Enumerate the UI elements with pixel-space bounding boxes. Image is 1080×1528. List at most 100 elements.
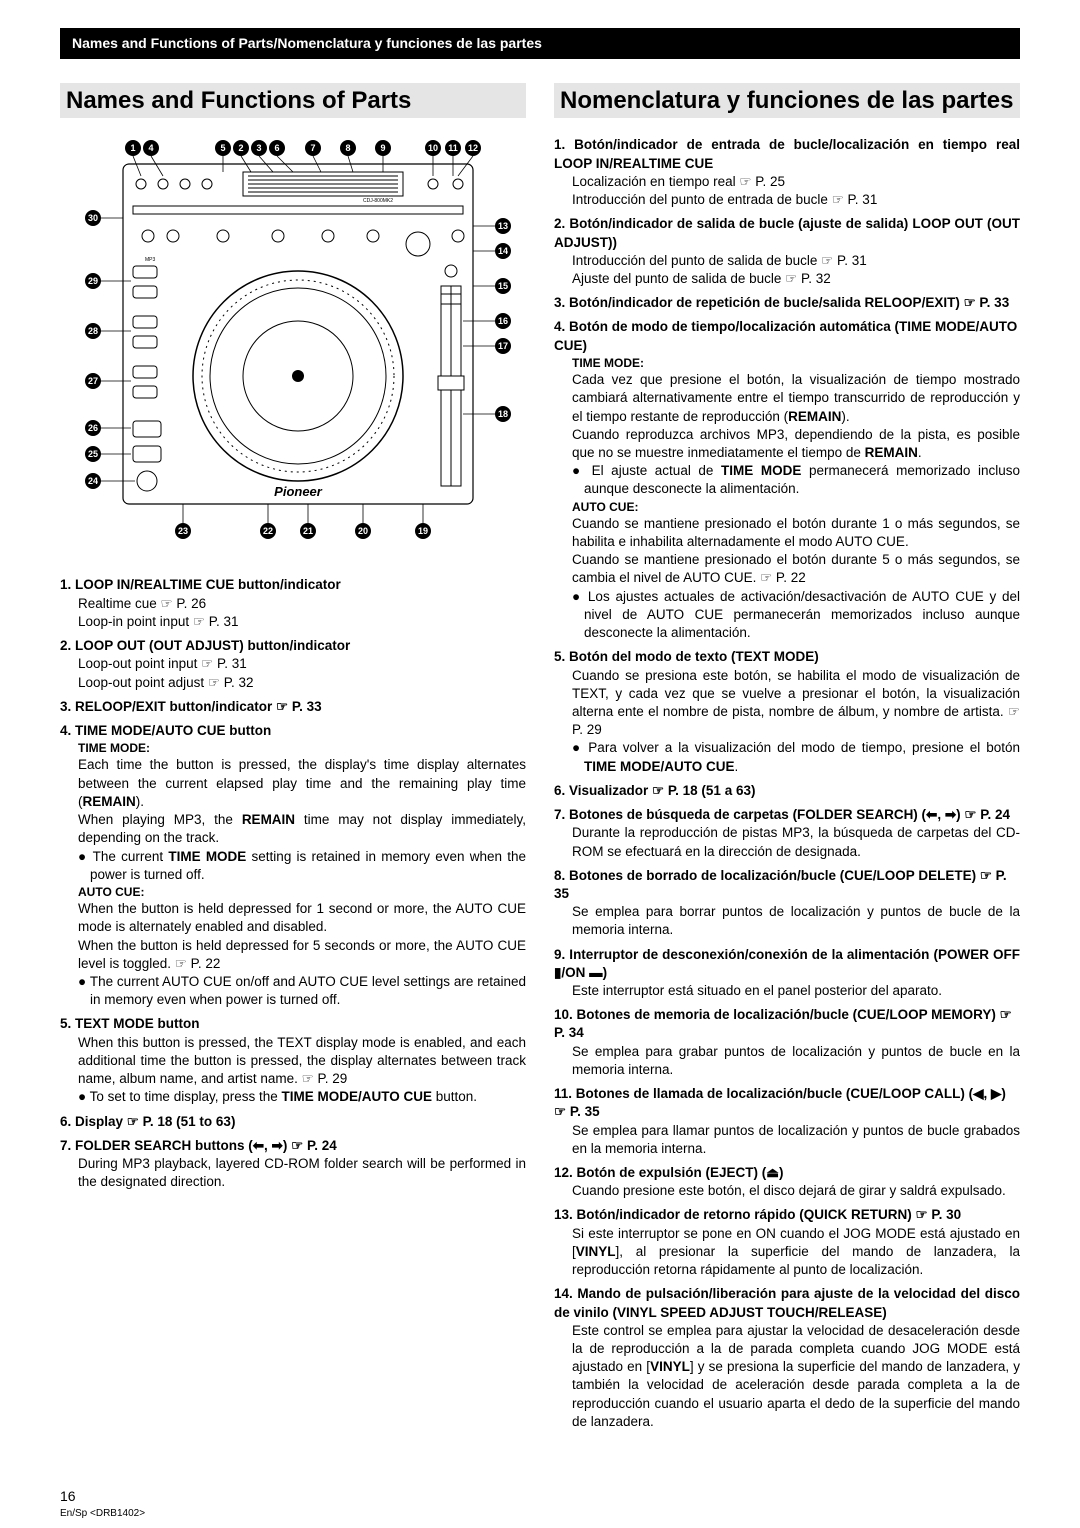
svg-text:30: 30 xyxy=(88,213,98,223)
item-para: Si este interruptor se pone en ON cuando… xyxy=(572,1225,1020,1280)
svg-text:6: 6 xyxy=(274,143,279,153)
right-column: Nomenclatura y funciones de las partes 1… xyxy=(554,83,1020,1437)
svg-text:15: 15 xyxy=(498,281,508,291)
item-para: When the button is held depressed for 1 … xyxy=(78,900,526,936)
svg-text:17: 17 xyxy=(498,341,508,351)
item-para: Cada vez que presione el botón, la visua… xyxy=(572,371,1020,426)
svg-text:22: 22 xyxy=(263,526,273,536)
left-list: 1. LOOP IN/REALTIME CUE button/indicator… xyxy=(60,576,526,1191)
item-para: Se emplea para llamar puntos de localiza… xyxy=(572,1122,1020,1158)
item-title: 8. Botones de borrado de localización/bu… xyxy=(554,867,1020,903)
svg-text:7: 7 xyxy=(310,143,315,153)
svg-text:11: 11 xyxy=(448,143,458,153)
bullet: ● Para volver a la visualización del mod… xyxy=(572,739,1020,775)
item-title: 3. RELOOP/EXIT button/indicator ☞ P. 33 xyxy=(60,698,526,716)
svg-text:25: 25 xyxy=(88,449,98,459)
header-bar: Names and Functions of Parts/Nomenclatur… xyxy=(60,28,1020,59)
item-line: Realtime cue ☞ P. 26 xyxy=(78,595,526,613)
item-title: 1. Botón/indicador de entrada de bucle/l… xyxy=(554,136,1020,172)
svg-text:CDJ-800MK2: CDJ-800MK2 xyxy=(363,198,393,204)
item-title: 2. Botón/indicador de salida de bucle (a… xyxy=(554,215,1020,251)
svg-text:13: 13 xyxy=(498,221,508,231)
item-title: 10. Botones de memoria de localización/b… xyxy=(554,1006,1020,1042)
item-line: Introducción del punto de salida de bucl… xyxy=(572,252,1020,270)
svg-text:16: 16 xyxy=(498,316,508,326)
svg-text:23: 23 xyxy=(178,526,188,536)
svg-text:18: 18 xyxy=(498,409,508,419)
item-line: Ajuste del punto de salida de bucle ☞ P.… xyxy=(572,270,1020,288)
item-title: 14. Mando de pulsación/liberación para a… xyxy=(554,1285,1020,1321)
svg-text:1: 1 xyxy=(130,143,135,153)
item-line: Loop-in point input ☞ P. 31 xyxy=(78,613,526,631)
item-title: 4. TIME MODE/AUTO CUE button xyxy=(60,722,526,740)
item-title: 5. TEXT MODE button xyxy=(60,1015,526,1033)
svg-text:8: 8 xyxy=(345,143,350,153)
item-title: 9. Interruptor de desconexión/conexión d… xyxy=(554,946,1020,982)
svg-text:4: 4 xyxy=(148,143,153,153)
sub-head: AUTO CUE: xyxy=(78,884,526,900)
item-para: During MP3 playback, layered CD-ROM fold… xyxy=(78,1155,526,1191)
svg-text:10: 10 xyxy=(428,143,438,153)
left-heading: Names and Functions of Parts xyxy=(60,83,526,119)
item-para: Se emplea para grabar puntos de localiza… xyxy=(572,1043,1020,1079)
item-title: 5. Botón del modo de texto (TEXT MODE) xyxy=(554,648,1020,666)
svg-text:20: 20 xyxy=(358,526,368,536)
item-para: Cuando se mantiene presionado el botón d… xyxy=(572,551,1020,587)
right-heading: Nomenclatura y funciones de las partes xyxy=(554,83,1020,119)
item-title: 2. LOOP OUT (OUT ADJUST) button/indicato… xyxy=(60,637,526,655)
item-title: 6. Visualizador ☞ P. 18 (51 a 63) xyxy=(554,782,1020,800)
item-title: 3. Botón/indicador de repetición de bucl… xyxy=(554,294,1020,312)
bullet: ● Los ajustes actuales de activación/des… xyxy=(572,588,1020,643)
item-para: Este interruptor está situado en el pane… xyxy=(572,982,1020,1000)
svg-text:2: 2 xyxy=(238,143,243,153)
bullet: ● El ajuste actual de TIME MODE permanec… xyxy=(572,462,1020,498)
svg-text:MP3: MP3 xyxy=(145,257,156,263)
svg-text:5: 5 xyxy=(220,143,225,153)
item-para: Each time the button is pressed, the dis… xyxy=(78,756,526,811)
footer-code: En/Sp <DRB1402> xyxy=(60,1507,145,1521)
bullet: ● The current AUTO CUE on/off and AUTO C… xyxy=(78,973,526,1009)
svg-text:21: 21 xyxy=(303,526,313,536)
item-para: Cuando se presiona este botón, se habili… xyxy=(572,667,1020,740)
svg-text:27: 27 xyxy=(88,376,98,386)
item-title: 11. Botones de llamada de localización/b… xyxy=(554,1085,1020,1121)
item-line: Loop-out point input ☞ P. 31 xyxy=(78,655,526,673)
item-para: When this button is pressed, the TEXT di… xyxy=(78,1034,526,1089)
item-para: Se emplea para borrar puntos de localiza… xyxy=(572,903,1020,939)
page-number: 16 xyxy=(60,1487,76,1506)
item-title: 12. Botón de expulsión (EJECT) (⏏) xyxy=(554,1164,1020,1182)
svg-text:26: 26 xyxy=(88,423,98,433)
item-title: 7. FOLDER SEARCH buttons (⬅, ➡) ☞ P. 24 xyxy=(60,1137,526,1155)
item-para: Cuando se mantiene presionado el botón d… xyxy=(572,515,1020,551)
svg-text:19: 19 xyxy=(418,526,428,536)
bullet: ● The current TIME MODE setting is retai… xyxy=(78,848,526,884)
svg-text:3: 3 xyxy=(256,143,261,153)
right-list: 1. Botón/indicador de entrada de bucle/l… xyxy=(554,136,1020,1431)
item-para: Cuando reproduzca archivos MP3, dependie… xyxy=(572,426,1020,462)
svg-text:28: 28 xyxy=(88,326,98,336)
item-title: 6. Display ☞ P. 18 (51 to 63) xyxy=(60,1113,526,1131)
item-title: 13. Botón/indicador de retorno rápido (Q… xyxy=(554,1206,1020,1224)
left-column: Names and Functions of Parts 1 4 5 2 3 6… xyxy=(60,83,526,1437)
item-title: 7. Botones de búsqueda de carpetas (FOLD… xyxy=(554,806,1020,824)
device-diagram: 1 4 5 2 3 6 7 8 9 10 11 12 xyxy=(60,136,526,556)
sub-head: TIME MODE: xyxy=(78,740,526,756)
sub-head: TIME MODE: xyxy=(572,355,1020,371)
item-line: Loop-out point adjust ☞ P. 32 xyxy=(78,674,526,692)
svg-text:9: 9 xyxy=(380,143,385,153)
svg-text:12: 12 xyxy=(468,143,478,153)
sub-head: AUTO CUE: xyxy=(572,499,1020,515)
svg-text:24: 24 xyxy=(88,476,98,486)
svg-text:29: 29 xyxy=(88,276,98,286)
bullet: ● To set to time display, press the TIME… xyxy=(78,1088,526,1106)
item-para: Este control se emplea para ajustar la v… xyxy=(572,1322,1020,1431)
item-line: Introducción del punto de entrada de buc… xyxy=(572,191,1020,209)
item-para: When the button is held depressed for 5 … xyxy=(78,937,526,973)
svg-text:Pioneer: Pioneer xyxy=(274,484,323,499)
svg-text:14: 14 xyxy=(498,246,508,256)
item-para: Cuando presione este botón, el disco dej… xyxy=(572,1182,1020,1200)
item-para: When playing MP3, the REMAIN time may no… xyxy=(78,811,526,847)
item-line: Localización en tiempo real ☞ P. 25 xyxy=(572,173,1020,191)
item-para: Durante la reproducción de pistas MP3, l… xyxy=(572,824,1020,860)
item-title: 4. Botón de modo de tiempo/localización … xyxy=(554,318,1020,354)
